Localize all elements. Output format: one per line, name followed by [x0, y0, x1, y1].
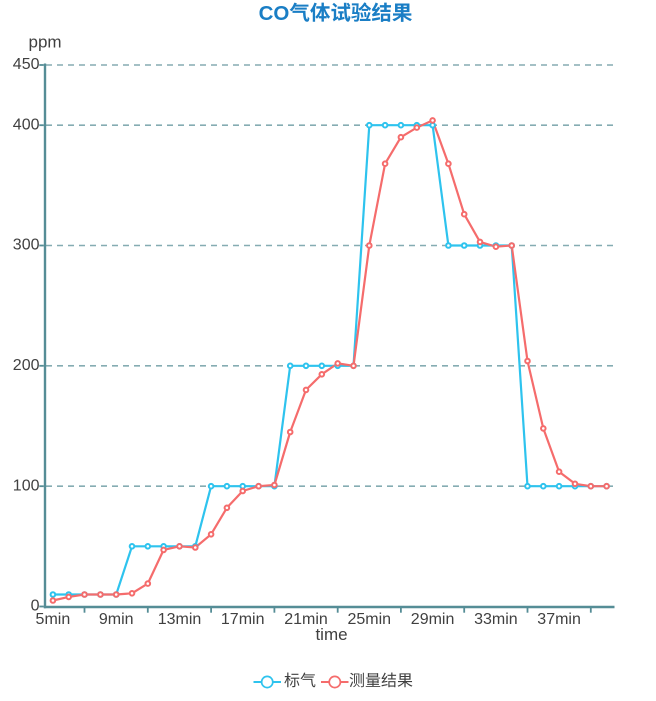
svg-text:13min: 13min: [158, 611, 202, 628]
svg-text:100: 100: [13, 477, 40, 494]
svg-text:25min: 25min: [348, 611, 392, 628]
svg-text:37min: 37min: [537, 611, 581, 628]
svg-text:300: 300: [13, 237, 40, 254]
svg-text:200: 200: [13, 357, 40, 374]
svg-text:400: 400: [13, 116, 40, 133]
svg-text:CO: CO: [259, 2, 290, 25]
svg-text:time: time: [315, 625, 347, 644]
svg-text:ppm: ppm: [29, 33, 62, 52]
svg-text:0: 0: [31, 598, 40, 615]
svg-text:450: 450: [13, 56, 40, 73]
svg-text:5min: 5min: [36, 611, 71, 628]
svg-text:21min: 21min: [284, 611, 328, 628]
svg-text:33min: 33min: [474, 611, 518, 628]
svg-text:29min: 29min: [411, 611, 455, 628]
svg-text:9min: 9min: [99, 611, 134, 628]
svg-text:17min: 17min: [221, 611, 265, 628]
